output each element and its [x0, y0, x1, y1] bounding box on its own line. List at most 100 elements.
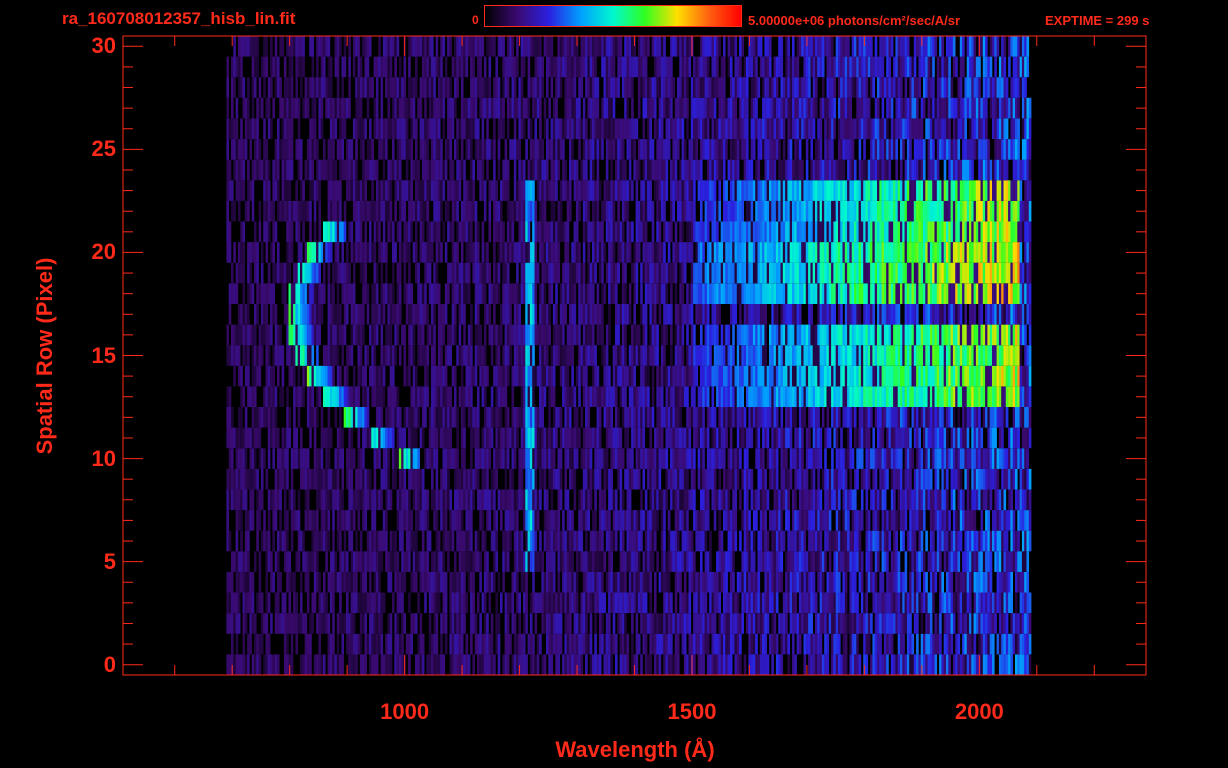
heatmap-cell — [605, 448, 609, 469]
heatmap-cell — [932, 654, 935, 675]
heatmap-cell — [702, 633, 705, 655]
heatmap-cell — [371, 633, 374, 655]
heatmap-cell — [575, 592, 579, 614]
heatmap-cell — [817, 365, 820, 387]
heatmap-cell — [240, 324, 243, 346]
heatmap-cell — [679, 592, 682, 614]
heatmap-cell — [355, 633, 358, 655]
heatmap-cell — [585, 324, 588, 346]
heatmap-cell — [617, 345, 620, 366]
heatmap-cell — [723, 448, 726, 469]
heatmap-cell — [690, 365, 694, 387]
heatmap-cell — [808, 633, 811, 655]
heatmap-cell — [801, 510, 804, 531]
heatmap-cell — [463, 551, 466, 572]
heatmap-cell — [463, 489, 466, 511]
heatmap-cell — [706, 489, 710, 511]
heatmap-cell — [263, 386, 266, 407]
heatmap-cell — [449, 489, 452, 511]
heatmap-cell — [732, 489, 735, 511]
heatmap-cell — [297, 613, 301, 634]
heatmap-cell — [341, 386, 344, 407]
heatmap-cell — [902, 654, 905, 675]
heatmap-cell — [617, 365, 620, 387]
heatmap-cell — [895, 551, 898, 572]
heatmap-cell — [700, 304, 703, 325]
heatmap-cell — [325, 551, 328, 572]
heatmap-cell — [969, 510, 972, 531]
heatmap-cell — [1005, 345, 1009, 366]
heatmap-cell — [700, 571, 703, 593]
heatmap-cell — [711, 654, 715, 675]
heatmap-cell — [690, 345, 694, 366]
heatmap-cell — [251, 345, 255, 366]
heatmap-cell — [539, 633, 542, 655]
heatmap-cell — [946, 613, 949, 634]
heatmap-cell — [805, 386, 809, 407]
heatmap-cell — [718, 448, 721, 469]
heatmap-cell — [306, 386, 310, 407]
heatmap-cell — [879, 448, 882, 469]
heatmap-cell — [571, 510, 574, 531]
heatmap-cell — [943, 448, 947, 469]
heatmap-cell — [711, 365, 715, 387]
heatmap-cell — [311, 468, 315, 490]
heatmap-cell — [959, 448, 963, 469]
heatmap-cell — [454, 365, 457, 387]
heatmap-cell — [458, 551, 462, 572]
heatmap-cell — [562, 571, 565, 593]
heatmap-cell — [975, 613, 979, 634]
heatmap-cell — [870, 386, 873, 407]
heatmap-cell — [306, 654, 310, 675]
heatmap-cell — [615, 365, 618, 387]
heatmap-cell — [495, 633, 498, 655]
heatmap-cell — [957, 365, 961, 387]
heatmap-cell — [686, 654, 689, 675]
heatmap-cell — [872, 571, 875, 593]
heatmap-cell — [886, 551, 889, 572]
heatmap-cell — [313, 571, 317, 593]
heatmap-cell — [865, 468, 869, 490]
heatmap-cell — [552, 613, 556, 634]
heatmap-cell — [651, 448, 655, 469]
heatmap-cell — [992, 448, 995, 469]
heatmap-cell — [596, 654, 600, 675]
heatmap-cell — [580, 365, 584, 387]
heatmap-cell — [663, 551, 666, 572]
heatmap-cell — [877, 510, 880, 531]
heatmap-cell — [279, 530, 282, 552]
heatmap-cell — [626, 448, 630, 469]
heatmap-cell — [624, 571, 627, 593]
heatmap-cell — [1010, 551, 1013, 572]
heatmap-cell — [677, 324, 680, 346]
heatmap-cell — [985, 407, 988, 428]
heatmap-cell — [488, 571, 492, 593]
heatmap-cell — [787, 633, 790, 655]
heatmap-cell — [711, 386, 715, 407]
heatmap-cell — [260, 448, 264, 469]
heatmap-cell — [654, 324, 657, 346]
heatmap-cell — [529, 324, 533, 346]
heatmap-cell — [817, 407, 820, 428]
heatmap-cell — [334, 468, 338, 490]
heatmap-cell — [890, 345, 894, 366]
heatmap-cell — [789, 571, 793, 593]
heatmap-cell — [283, 654, 287, 675]
heatmap-cell — [711, 407, 715, 428]
heatmap-cell — [539, 448, 542, 469]
heatmap-cell — [513, 448, 517, 469]
heatmap-cell — [925, 468, 928, 490]
heatmap-cell — [677, 345, 680, 366]
heatmap-cell — [982, 613, 986, 634]
heatmap-cell — [490, 633, 494, 655]
heatmap-cell — [610, 407, 613, 428]
heatmap-cell — [748, 427, 751, 449]
heatmap-cell — [658, 304, 662, 325]
heatmap-cell — [458, 489, 462, 511]
heatmap-cell — [787, 304, 790, 325]
heatmap-cell — [389, 427, 393, 449]
heatmap-cell — [693, 365, 696, 387]
heatmap-cell — [557, 324, 561, 346]
heatmap-cell — [831, 592, 834, 614]
heatmap-cell — [523, 345, 526, 366]
